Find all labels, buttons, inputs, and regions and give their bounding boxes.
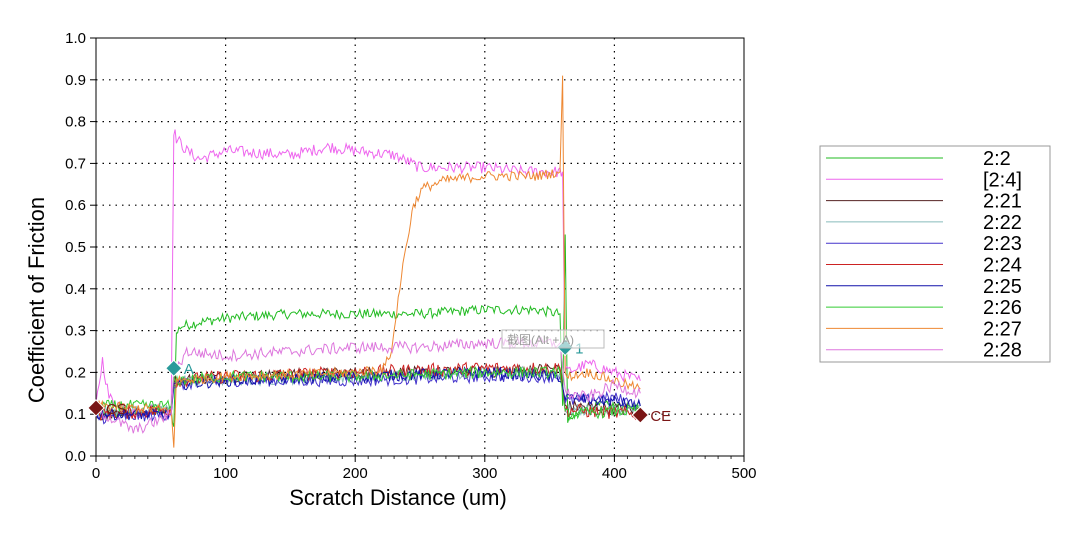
watermark-text: 截图(Alt + A)	[507, 333, 574, 347]
legend-label: 2:27	[983, 318, 1022, 340]
x-axis-title: Scratch Distance (um)	[289, 485, 507, 510]
legend-label: 2:25	[983, 276, 1022, 298]
y-tick-label: 0.7	[65, 155, 86, 172]
legend-label: 2:26	[983, 297, 1022, 319]
legend-label: 2:2	[983, 148, 1011, 170]
y-tick-label: 0.3	[65, 323, 86, 340]
plot-area	[95, 75, 641, 448]
y-axis: 0.0 0.1 0.2 0.3 0.4 0.5 0.6 0.7 0.8 0.9 1.0	[65, 30, 96, 465]
event-marker-label: A	[184, 361, 194, 378]
x-tick-label: 200	[343, 465, 368, 482]
y-tick-label: 0.2	[65, 364, 86, 381]
y-tick-label: 0.5	[65, 239, 86, 256]
event-marker-label: CE	[650, 408, 671, 425]
legend-label: 2:22	[983, 212, 1022, 234]
series-line	[95, 75, 641, 448]
event-markers: CS A 1 CE 截图(Alt + A)	[87, 329, 671, 425]
y-tick-label: 0.6	[65, 197, 86, 214]
x-tick-label: 400	[602, 465, 627, 482]
event-marker	[631, 406, 650, 424]
legend-label: 2:24	[983, 255, 1022, 277]
y-axis-title: Coefficient of Friction	[24, 197, 49, 403]
legend-label: 2:21	[983, 191, 1022, 213]
legend-label: 2:23	[983, 233, 1022, 255]
watermark-box	[501, 329, 605, 349]
series-line	[95, 234, 641, 427]
legend-box	[819, 145, 1051, 363]
y-tick-label: 0.4	[65, 281, 86, 298]
y-tick-label: 1.0	[65, 30, 86, 47]
event-marker-label: 1	[575, 340, 583, 357]
series-line	[95, 365, 641, 421]
x-axis: 0 100 200 300 400 500	[92, 456, 757, 482]
legend-label: [2:4]	[983, 169, 1022, 191]
grid	[96, 38, 744, 456]
event-marker	[87, 399, 105, 417]
y-tick-label: 0.9	[65, 72, 86, 89]
y-tick-label: 0.8	[65, 114, 86, 131]
legend-label: 2:28	[983, 340, 1022, 362]
x-tick-label: 0	[92, 465, 100, 482]
plot-frame	[95, 37, 745, 457]
x-tick-label: 100	[213, 465, 238, 482]
event-marker	[165, 359, 183, 377]
series-line	[95, 129, 641, 419]
y-tick-label: 0.0	[65, 448, 86, 465]
legend: 2:2[2:4]2:212:222:232:242:252:262:272:28	[819, 145, 1051, 363]
x-tick-label: 500	[731, 465, 756, 482]
y-tick-label: 0.1	[65, 406, 86, 423]
event-marker-label: CS	[106, 401, 127, 418]
watermark: 截图(Alt + A)	[501, 329, 605, 349]
x-tick-label: 300	[472, 465, 497, 482]
